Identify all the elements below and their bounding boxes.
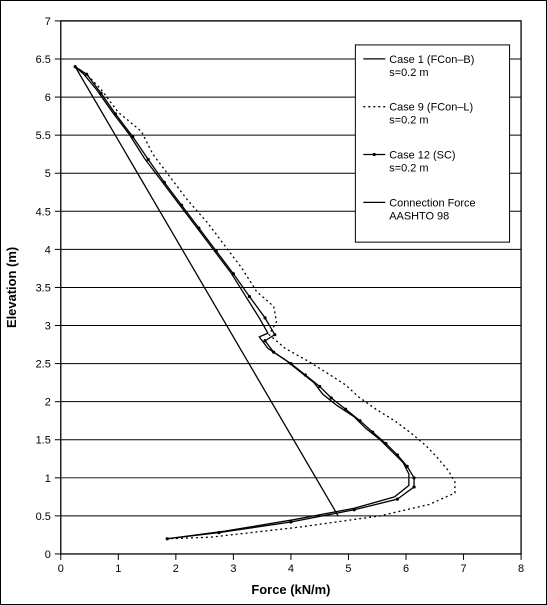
marker-case12 (263, 339, 266, 342)
marker-case12 (406, 465, 409, 468)
marker-case12 (248, 295, 251, 298)
marker-case12 (180, 204, 183, 207)
legend-marker-case12 (373, 153, 376, 156)
x-tick-label: 1 (115, 563, 121, 575)
legend-label-case1: Case 1 (FCon–B) (389, 54, 474, 66)
y-tick-label: 6 (45, 92, 51, 104)
y-tick-label: 3 (45, 321, 51, 333)
marker-case12 (358, 419, 361, 422)
marker-case12 (263, 316, 266, 319)
y-tick-label: 3.5 (36, 282, 51, 294)
marker-case12 (412, 485, 415, 488)
marker-case12 (131, 135, 134, 138)
legend-label-aashto: Connection Force (389, 197, 475, 209)
y-tick-label: 5.5 (36, 130, 51, 142)
x-tick-label: 3 (230, 563, 236, 575)
y-tick-label: 5 (45, 168, 51, 180)
y-tick-label: 6.5 (36, 54, 51, 66)
marker-case12 (412, 476, 415, 479)
x-tick-label: 0 (58, 563, 64, 575)
marker-case12 (384, 442, 387, 445)
marker-case12 (353, 508, 356, 511)
marker-case12 (99, 92, 102, 95)
y-tick-label: 1.5 (36, 435, 51, 447)
marker-case12 (85, 73, 88, 76)
marker-case12 (304, 373, 307, 376)
x-tick-label: 2 (173, 563, 179, 575)
marker-case12 (217, 531, 220, 534)
y-axis-label: Elevation (m) (4, 247, 19, 328)
y-tick-label: 4.5 (36, 206, 51, 218)
marker-case12 (147, 158, 150, 161)
marker-case12 (215, 249, 218, 252)
marker-case12 (344, 408, 347, 411)
y-tick-label: 2.5 (36, 359, 51, 371)
legend-label-case12: Case 12 (SC) (389, 149, 455, 161)
legend-label-case12: s=0.2 m (389, 162, 428, 174)
marker-case12 (232, 272, 235, 275)
y-tick-label: 0.5 (36, 511, 51, 523)
figure-frame: 0 1 2 3 4 5 6 7 8 0 0.5 1 1.5 2 2.5 3 3.5 4 4.5 5 5.5 6 6.5 7 Fo… (0, 0, 547, 605)
x-tick-label: 8 (518, 563, 524, 575)
x-axis-label: Force (kN/m) (251, 582, 330, 597)
marker-case12 (289, 362, 292, 365)
marker-case12 (166, 537, 169, 540)
legend-label-case1: s=0.2 m (389, 67, 428, 79)
marker-case12 (163, 181, 166, 184)
x-tick-label: 7 (460, 563, 466, 575)
x-tick-label: 5 (345, 563, 351, 575)
marker-case12 (197, 226, 200, 229)
y-tick-label: 4 (45, 244, 51, 256)
y-tick-label: 1 (45, 473, 51, 485)
marker-case12 (330, 396, 333, 399)
marker-case12 (318, 385, 321, 388)
y-tick-label: 2 (45, 397, 51, 409)
y-tick-label: 0 (45, 549, 51, 561)
marker-case12 (273, 333, 276, 336)
marker-case12 (289, 520, 292, 523)
marker-case12 (272, 351, 275, 354)
x-tick-label: 4 (288, 563, 294, 575)
marker-case12 (371, 431, 374, 434)
legend-label-aashto: AASHTO 98 (389, 210, 449, 222)
marker-case12 (396, 453, 399, 456)
x-tick-label: 6 (403, 563, 409, 575)
marker-case12 (396, 498, 399, 501)
marker-case12 (114, 112, 117, 115)
chart: 0 1 2 3 4 5 6 7 8 0 0.5 1 1.5 2 2.5 3 3.5 4 4.5 5 5.5 6 6.5 7 Fo… (1, 1, 546, 604)
legend-label-case9: s=0.2 m (389, 115, 428, 127)
legend-label-case9: Case 9 (FCon–L) (389, 102, 473, 114)
y-tick-label: 7 (45, 16, 51, 28)
